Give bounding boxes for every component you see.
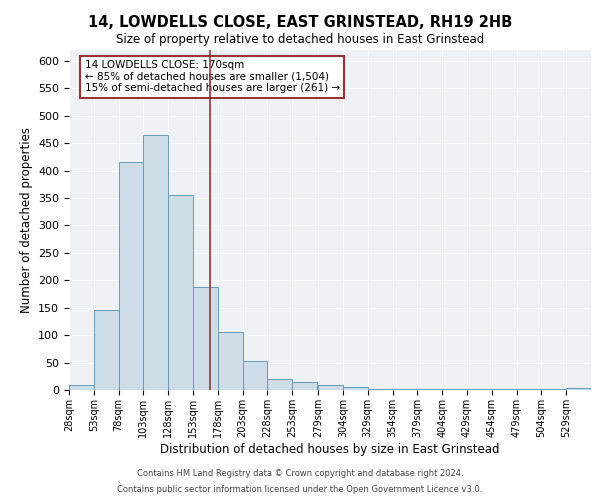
Bar [442,389,467,390]
Text: Contains public sector information licensed under the Open Government Licence v3: Contains public sector information licen… [118,485,482,494]
Bar [292,382,317,390]
Bar [218,332,242,390]
Text: Size of property relative to detached houses in East Grinstead: Size of property relative to detached ho… [116,32,484,46]
Bar [168,196,193,390]
Text: 14, LOWDELLS CLOSE, EAST GRINSTEAD, RH19 2HB: 14, LOWDELLS CLOSE, EAST GRINSTEAD, RH19… [88,15,512,30]
Bar [343,388,368,390]
Bar [566,388,591,390]
Text: Contains HM Land Registry data © Crown copyright and database right 2024.: Contains HM Land Registry data © Crown c… [137,468,463,477]
Bar [242,361,268,390]
Bar [368,389,392,390]
Y-axis label: Number of detached properties: Number of detached properties [20,127,32,313]
Bar [143,135,168,390]
X-axis label: Distribution of detached houses by size in East Grinstead: Distribution of detached houses by size … [160,442,500,456]
Text: 14 LOWDELLS CLOSE: 170sqm
← 85% of detached houses are smaller (1,504)
15% of se: 14 LOWDELLS CLOSE: 170sqm ← 85% of detac… [85,60,340,94]
Bar [318,384,343,390]
Bar [268,379,292,390]
Bar [69,384,94,390]
Bar [418,389,442,390]
Bar [392,389,418,390]
Bar [94,310,119,390]
Bar [193,287,218,390]
Bar [119,162,143,390]
